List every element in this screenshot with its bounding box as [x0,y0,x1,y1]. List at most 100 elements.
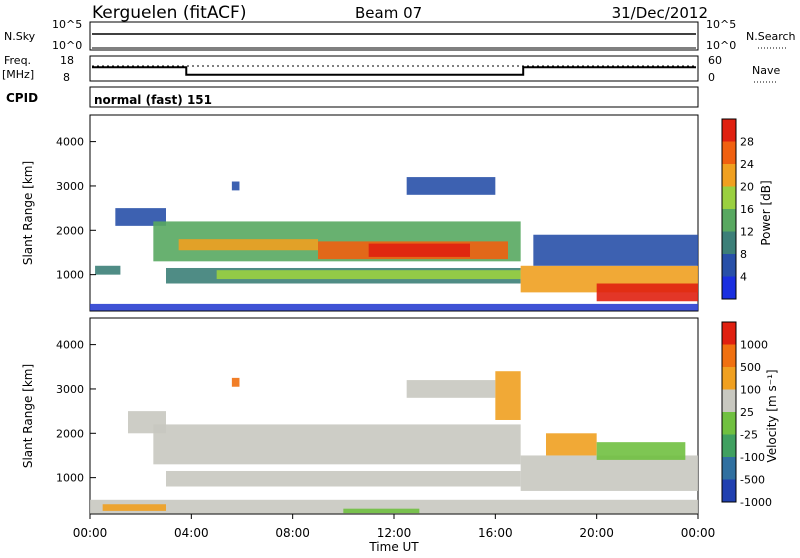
colorbar-frame [721,321,737,503]
nsky-tick-bottom: 10^0 [52,39,82,52]
xaxis-tick-label: 08:00 [275,526,310,540]
colorbar-tick-label: 20 [740,181,754,194]
cpid-label: CPID [6,91,38,105]
xaxis-tick-label: 16:00 [478,526,513,540]
colorbar-segment [722,479,736,502]
velocity-data [90,371,698,514]
colorbar-tick-label: 28 [740,136,754,149]
echo-region [90,499,698,514]
colorbar-tick-label: -100 [740,451,765,464]
echo-region [495,371,521,420]
ytick-label: 1000 [56,472,84,485]
echo-region [231,181,240,191]
time-axis: 00:00 04:00 08:00 12:00 16:00 20:00 00:00 [73,514,716,540]
ytick-label: 3000 [56,383,84,396]
echo-region [520,455,698,491]
xaxis-label: Time UT [368,540,419,554]
echo-region [95,265,121,275]
power-ylabel: Slant Range [km] [21,161,35,265]
freq-tick-top: 18 [60,54,74,67]
nsky-label: N.Sky [4,30,36,43]
xaxis-tick-label: 00:00 [73,526,108,540]
colorbar-segment [722,276,736,299]
colorbar-segment [722,322,736,345]
colorbar-tick-label: 4 [740,271,747,284]
colorbar-segment [722,209,736,232]
echo-region [166,470,521,487]
freq-tick-bottom: 8 [63,71,70,84]
ytick-label: 2000 [56,224,84,237]
colorbar-segment [722,141,736,164]
colorbar-tick-label: 12 [740,226,754,239]
ytick-label: 3000 [56,180,84,193]
nave-label: Nave [752,64,780,77]
colorbar-segment [722,367,736,390]
echo-region [546,433,597,456]
echo-region [90,303,698,311]
ytick-label: 4000 [56,136,84,149]
power-colorbar: 28 24 20 16 12 8 4 [721,118,754,300]
nave-tick-top: 60 [708,54,722,67]
nsearch-tick-bottom: 10^0 [706,39,736,52]
cpid-value: normal (fast) 151 [94,93,212,107]
station-title: Kerguelen (fitACF) [92,3,246,23]
colorbar-segment [722,231,736,254]
colorbar-tick-label: 24 [740,158,754,171]
echo-region [406,380,496,398]
echo-region [596,283,698,302]
velocity-yaxis: 4000 3000 2000 1000 [56,339,96,485]
velocity-colorbar: 1000 500 100 25 -25 -100 -500 -1000 [721,321,772,509]
power-data [90,177,698,311]
nsky-frame [89,21,699,51]
colorbar-tick-label: 8 [740,248,747,261]
xaxis-tick-label: 20:00 [579,526,614,540]
velocity-ylabel: Slant Range [km] [21,364,35,468]
colorbar-tick-label: -25 [740,429,758,442]
echo-region [231,377,240,387]
xaxis-tick-label: 12:00 [377,526,412,540]
ytick-label: 2000 [56,427,84,440]
power-colorbar-label: Power [dB] [759,180,773,245]
freq-unit: [MHz] [2,68,34,81]
colorbar-tick-label: 500 [740,361,761,374]
colorbar-segment [722,164,736,187]
echo-region [368,243,470,257]
colorbar-segment [722,186,736,209]
freq-label: Freq. [4,54,31,67]
colorbar-tick-label: 25 [740,406,754,419]
colorbar-segment [722,389,736,412]
nave-tick-bottom: 0 [708,71,715,84]
ytick-label: 4000 [56,339,84,352]
colorbar-segment [722,119,736,142]
velocity-colorbar-label: Velocity [m s⁻¹] [765,369,779,462]
echo-region [533,234,698,266]
echo-region [406,177,496,195]
echo-region [343,508,420,514]
freq-trace [92,66,696,76]
colorbar-segment [722,457,736,480]
power-panel: 4000 3000 2000 1000 Slant Range [km] 28 24 20… [21,114,773,312]
beam-title: Beam 07 [355,4,422,22]
colorbar-segment [722,434,736,457]
xaxis-tick-label: 04:00 [174,526,209,540]
nsky-tick-top: 10^5 [52,18,82,31]
echo-region [216,270,521,280]
echo-region [178,239,318,251]
cpid-panel: CPID normal (fast) 151 [6,86,699,108]
date-title: 31/Dec/2012 [612,4,708,22]
colorbar-tick-label: 16 [740,203,754,216]
nsearch-label: N.Search [746,30,796,43]
colorbar-frame [721,118,737,300]
power-yaxis: 4000 3000 2000 1000 [56,136,96,282]
colorbar-segment [722,254,736,277]
colorbar-tick-label: 1000 [740,339,768,352]
ytick-label: 1000 [56,269,84,282]
colorbar-tick-label: -500 [740,474,765,487]
colorbar-tick-label: 100 [740,384,761,397]
echo-region [596,442,686,460]
nsearch-tick-top: 10^5 [706,18,736,31]
echo-region [102,504,166,511]
cpid-frame [89,86,699,108]
xaxis-tick-label: 00:00 [681,526,716,540]
